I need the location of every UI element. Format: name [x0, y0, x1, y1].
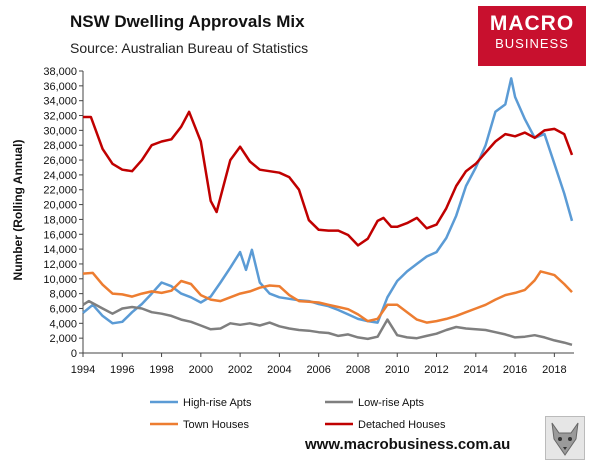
x-tick-label: 2004 [267, 364, 291, 376]
x-tick-label: 2014 [464, 364, 488, 376]
x-tick-label: 1994 [71, 364, 95, 376]
y-tick-label: 34,000 [43, 96, 77, 108]
y-tick-label: 30,000 [43, 125, 77, 137]
y-tick-label: 8,000 [49, 289, 77, 301]
y-tick-label: 2,000 [49, 333, 77, 345]
x-tick-label: 2018 [542, 364, 566, 376]
series-line-town-houses [82, 270, 573, 324]
series-line-low-rise-apts [82, 299, 573, 347]
chart-axes: 0 2,000 4,000 6,000 8,000 10,000 12,000 14,000 1… [43, 66, 574, 376]
y-tick-label: 22,000 [43, 185, 77, 197]
chart-legend: High-rise Apts Low-rise Apts Town Houses De… [150, 397, 446, 431]
x-tick-label: 2002 [228, 364, 252, 376]
series-line-detached-houses [83, 110, 574, 247]
y-tick-label: 4,000 [49, 318, 77, 330]
x-tick-label: 2006 [306, 364, 330, 376]
chart-title: NSW Dwelling Approvals Mix [70, 12, 305, 31]
series-line-high-rise-apts [82, 77, 574, 325]
x-tick-label: 1996 [110, 364, 134, 376]
y-tick-label: 14,000 [43, 244, 77, 256]
x-tick-label: 2012 [424, 364, 448, 376]
legend-label-town-houses: Town Houses [183, 419, 250, 431]
brand-logo: MACRO BUSINESS [478, 6, 586, 66]
x-tick-label: 1998 [149, 364, 173, 376]
y-tick-label: 6,000 [49, 303, 77, 315]
y-axis-label: Number (Rolling Annual) [11, 140, 25, 281]
x-tick-label: 2016 [503, 364, 527, 376]
footer-url[interactable]: www.macrobusiness.com.au [305, 436, 511, 453]
y-tick-label: 16,000 [43, 229, 77, 241]
y-tick-label: 10,000 [43, 274, 77, 286]
chart-source: Source: Australian Bureau of Statistics [70, 40, 309, 56]
y-tick-label: 38,000 [43, 66, 77, 78]
y-tick-label: 24,000 [43, 170, 77, 182]
y-tick-label: 26,000 [43, 155, 77, 167]
wolf-logo-icon [545, 416, 585, 460]
legend-label-high-rise-apts: High-rise Apts [183, 397, 252, 409]
y-tick-label: 32,000 [43, 111, 77, 123]
x-tick-label: 2000 [189, 364, 213, 376]
chart-series [82, 77, 574, 347]
y-tick-label: 28,000 [43, 140, 77, 152]
logo-line-2: BUSINESS [495, 36, 569, 51]
y-tick-label: 18,000 [43, 214, 77, 226]
legend-label-detached-houses: Detached Houses [358, 419, 446, 431]
legend-label-low-rise-apts: Low-rise Apts [358, 397, 425, 409]
logo-line-1: MACRO [489, 12, 575, 35]
x-tick-label: 2008 [346, 364, 370, 376]
y-tick-label: 36,000 [43, 81, 77, 93]
y-tick-label: 20,000 [43, 200, 77, 212]
x-tick-label: 2010 [385, 364, 409, 376]
y-tick-label: 12,000 [43, 259, 77, 271]
y-tick-label: 0 [71, 348, 77, 360]
